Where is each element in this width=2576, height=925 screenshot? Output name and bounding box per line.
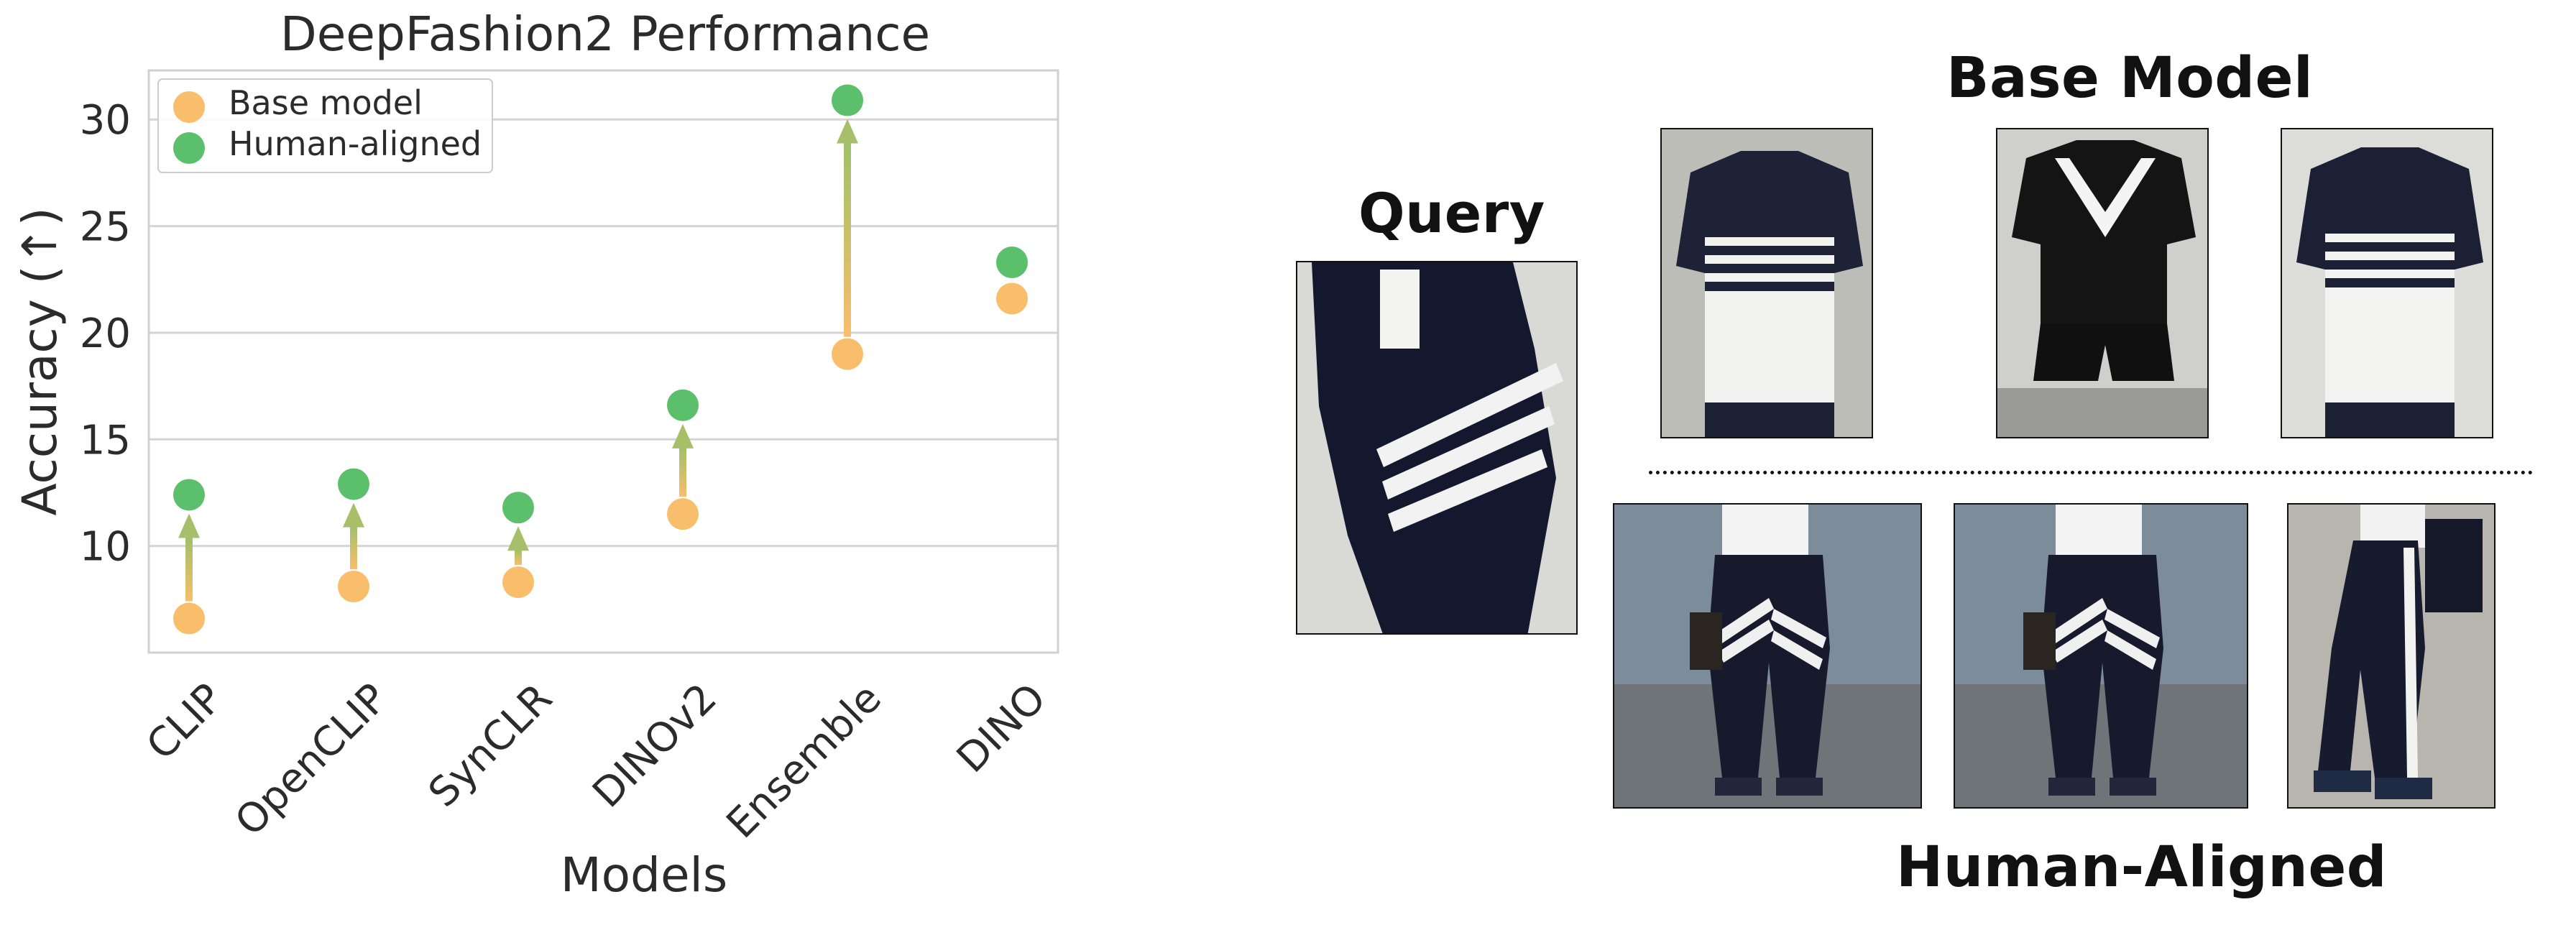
chart-title: DeepFashion2 Performance	[280, 6, 930, 62]
human-aligned-point	[996, 247, 1028, 279]
aligned-result-1	[1613, 503, 1922, 809]
tshirt-shorts-icon	[1997, 129, 2207, 437]
y-tick-label: 25	[80, 204, 131, 251]
human-aligned-point	[667, 389, 699, 421]
improvement-arrow-head	[178, 513, 200, 538]
polo-shirt-icon	[1662, 129, 1872, 437]
legend-box	[157, 78, 493, 173]
improvement-arrow-shaft	[844, 142, 851, 337]
base-result-1	[1660, 128, 1873, 438]
legend-label-aligned: Human-aligned	[229, 124, 482, 163]
y-tick-label: 30	[80, 97, 131, 144]
human-aligned-point	[502, 492, 534, 524]
legend-marker-aligned	[173, 132, 205, 164]
base-model-point	[667, 498, 699, 530]
improvement-arrow-shaft	[350, 525, 357, 570]
improvement-arrow-shaft	[515, 549, 522, 566]
query-title: Query	[1358, 181, 1545, 245]
legend: Base model Human-aligned	[157, 78, 493, 173]
improvement-arrow-shaft	[185, 536, 193, 602]
x-tick-label: Ensemble	[718, 675, 891, 847]
x-tick-label: DINO	[948, 675, 1055, 782]
y-tick-label: 10	[80, 524, 131, 571]
side-stripe-pants-icon	[2288, 505, 2494, 807]
legend-label-base: Base model	[229, 83, 423, 122]
base-model-point	[996, 282, 1028, 315]
arrows	[178, 119, 858, 602]
plot-frame	[147, 69, 1059, 654]
grid-lines	[149, 118, 1058, 548]
improvement-arrow-head	[343, 502, 364, 528]
aligned-result-3	[2287, 503, 2496, 809]
data-points	[173, 84, 1028, 635]
base-result-2	[1996, 128, 2209, 438]
y-axis-label: Accuracy (↑)	[12, 207, 68, 515]
accuracy-chart: DeepFashion2 Performance 10 15 20 25 30 CLIP…	[12, 6, 1059, 903]
improvement-arrow-head	[837, 119, 858, 144]
query-pants-icon	[1297, 262, 1576, 633]
striped-pants-icon	[1614, 505, 1920, 807]
legend-marker-base	[173, 91, 205, 123]
x-tick-label: OpenCLIP	[226, 675, 397, 845]
query-image	[1296, 261, 1578, 635]
improvement-arrow-head	[672, 423, 694, 448]
human-aligned-point	[832, 84, 863, 116]
base-model-point	[832, 338, 863, 370]
y-tick-labels: 10 15 20 25 30	[80, 97, 131, 570]
x-tick-label: DINOv2	[584, 675, 726, 817]
polo-shirt-icon	[2282, 129, 2492, 437]
striped-pants-icon	[1955, 505, 2247, 807]
base-model-title: Base Model	[1946, 46, 2314, 111]
base-model-point	[338, 571, 369, 603]
x-tick-label: CLIP	[138, 675, 232, 769]
aligned-result-2	[1954, 503, 2248, 809]
improvement-arrow-head	[507, 526, 529, 551]
y-tick-label: 20	[80, 310, 131, 357]
x-axis-label: Models	[561, 847, 728, 903]
y-tick-label: 15	[80, 417, 131, 464]
improvement-arrow-shaft	[679, 446, 686, 497]
base-model-point	[502, 566, 534, 599]
x-tick-label: SynCLR	[420, 675, 561, 816]
human-aligned-point	[338, 468, 369, 500]
human-aligned-point	[173, 479, 205, 511]
base-model-point	[173, 602, 205, 635]
results-divider	[1649, 471, 2533, 474]
base-result-3	[2281, 128, 2493, 438]
human-aligned-title: Human-Aligned	[1896, 835, 2388, 900]
